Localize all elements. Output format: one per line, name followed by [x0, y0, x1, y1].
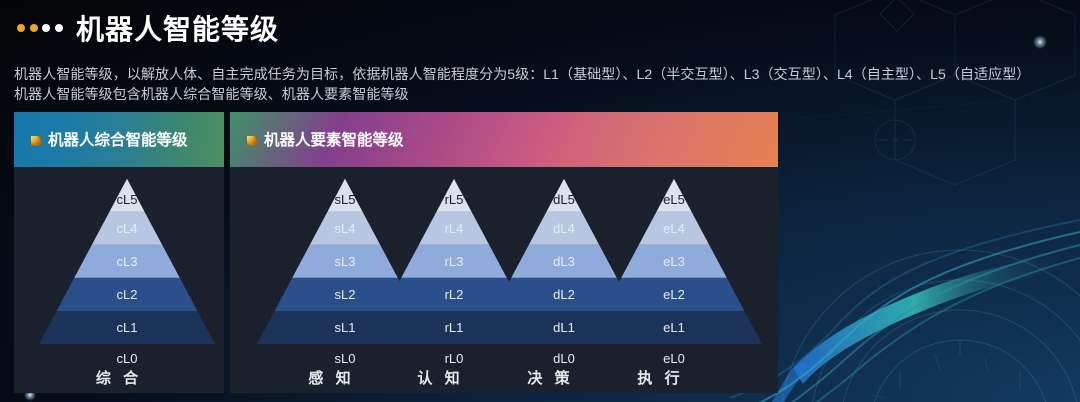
svg-text:eL2: eL2: [663, 287, 685, 302]
svg-text:eL0: eL0: [663, 351, 685, 366]
svg-text:sL5: sL5: [335, 192, 356, 207]
svg-text:rL3: rL3: [445, 254, 464, 269]
svg-text:rL1: rL1: [445, 320, 464, 335]
svg-text:sL3: sL3: [335, 254, 356, 269]
svg-text:eL3: eL3: [663, 254, 685, 269]
svg-text:cL0: cL0: [117, 351, 138, 366]
svg-text:sL0: sL0: [335, 351, 356, 366]
svg-text:dL0: dL0: [553, 351, 575, 366]
svg-text:eL1: eL1: [663, 320, 685, 335]
svg-text:rL2: rL2: [445, 287, 464, 302]
svg-text:cL3: cL3: [117, 254, 138, 269]
svg-text:cL4: cL4: [117, 221, 138, 236]
svg-text:dL1: dL1: [553, 320, 575, 335]
svg-text:rL5: rL5: [445, 192, 464, 207]
svg-text:sL1: sL1: [335, 320, 356, 335]
svg-text:eL5: eL5: [663, 192, 685, 207]
svg-text:rL0: rL0: [445, 351, 464, 366]
svg-text:dL5: dL5: [553, 192, 575, 207]
svg-text:sL4: sL4: [335, 221, 356, 236]
svg-text:dL4: dL4: [553, 221, 575, 236]
svg-text:sL2: sL2: [335, 287, 356, 302]
svg-text:dL3: dL3: [553, 254, 575, 269]
svg-text:rL4: rL4: [445, 221, 464, 236]
svg-text:eL4: eL4: [663, 221, 685, 236]
svg-text:dL2: dL2: [553, 287, 575, 302]
svg-text:cL2: cL2: [117, 287, 138, 302]
svg-text:cL5: cL5: [117, 192, 138, 207]
svg-text:cL1: cL1: [117, 320, 138, 335]
